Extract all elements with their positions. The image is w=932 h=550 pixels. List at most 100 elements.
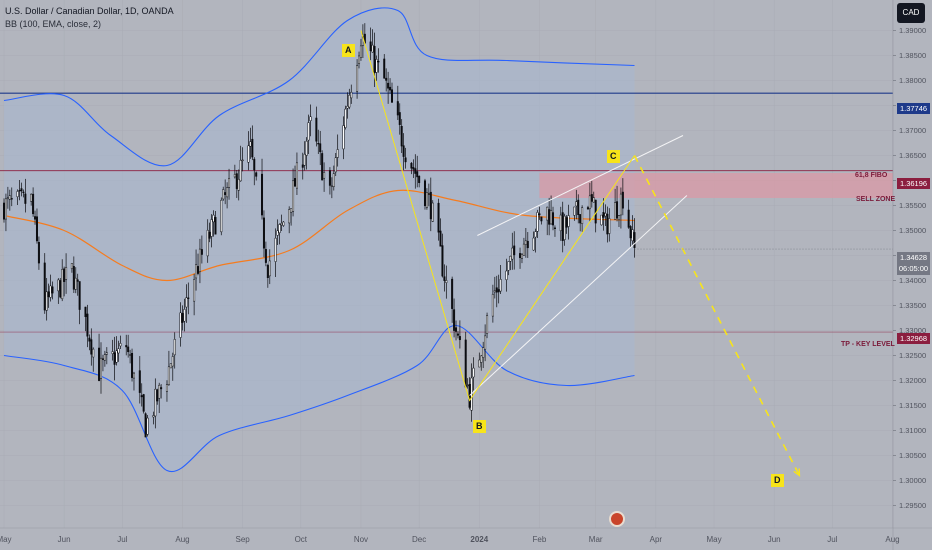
candle-body	[383, 58, 386, 79]
candle-body	[400, 125, 403, 147]
price-tick-label: 1.35000	[899, 226, 926, 235]
candle-body	[34, 216, 37, 220]
candle-body	[319, 143, 322, 153]
candle-body	[187, 297, 190, 299]
candle-body	[183, 309, 186, 322]
abc-pattern-lines[interactable]	[360, 30, 635, 402]
currency-button[interactable]: CAD	[897, 3, 925, 23]
candle-body	[193, 279, 196, 302]
candle-body	[262, 217, 265, 249]
candle-body	[206, 229, 209, 257]
candle-body	[565, 217, 568, 228]
bollinger-upper	[3, 7, 635, 167]
time-tick-label: Nov	[354, 535, 368, 544]
candle-body	[441, 245, 444, 277]
point-d-label: D	[771, 474, 784, 487]
candle-body	[276, 230, 279, 236]
candle-body	[169, 363, 172, 369]
time-tick-label: Jul	[827, 535, 837, 544]
candle-body	[264, 249, 267, 263]
candle-body	[228, 178, 231, 188]
candle-body	[32, 193, 35, 215]
candle-body	[154, 388, 157, 417]
candle-body	[198, 248, 201, 273]
time-tick-label: Oct	[295, 535, 308, 544]
candle-body	[251, 138, 254, 158]
indicator-legend[interactable]: BB (100, EMA, close, 2)	[5, 19, 102, 29]
time-tick-label: 2024	[470, 535, 488, 544]
candle-body	[358, 55, 361, 64]
candle-body	[253, 158, 256, 171]
candle-body	[410, 162, 413, 169]
price-tick-label: 1.31000	[899, 426, 926, 435]
candle-body	[484, 335, 487, 350]
time-tick-label: Aug	[885, 535, 899, 544]
candle-body	[280, 223, 283, 226]
candle-body	[396, 101, 399, 116]
candle-body	[74, 277, 77, 290]
candle-body	[561, 212, 564, 242]
candle-body	[391, 89, 393, 103]
wedge-upper-line[interactable]	[477, 135, 684, 236]
point-c-label: C	[607, 150, 620, 163]
candle-body	[105, 352, 108, 355]
candle-body	[332, 173, 335, 187]
candle-body	[466, 384, 469, 387]
candle-body	[72, 266, 75, 290]
candle-body	[336, 149, 339, 158]
current-price-tag: 1.34628 06:05:00	[897, 252, 930, 275]
candle-body	[20, 188, 23, 192]
candle-body	[356, 65, 359, 92]
candle-body	[113, 352, 116, 365]
candle-body	[212, 214, 215, 223]
candle-body	[536, 212, 539, 232]
price-tick-label: 1.35500	[899, 201, 926, 210]
candle-body	[57, 279, 60, 292]
candle-body	[451, 278, 454, 309]
candle-body	[456, 333, 459, 336]
candle-body	[98, 347, 101, 381]
candle-body	[119, 343, 122, 347]
candle-body	[226, 187, 229, 198]
candle-body	[92, 348, 95, 358]
price-tick-label: 1.34000	[899, 276, 926, 285]
candle-body	[51, 286, 54, 294]
candle-body	[546, 206, 549, 221]
candle-body	[480, 355, 483, 363]
price-tick-label: 1.33000	[899, 326, 926, 335]
candle-body	[303, 153, 306, 166]
candle-body	[627, 209, 630, 228]
candle-body	[540, 216, 543, 222]
time-axis[interactable]: May Jun Jul Aug Sep Oct Nov Dec 2024 Feb Mar Apr May…	[0, 527, 932, 544]
wedge-lower-line[interactable]	[469, 195, 688, 396]
price-tick-label: 1.31500	[899, 401, 926, 410]
candle-body	[520, 254, 523, 259]
candle-body	[608, 218, 611, 234]
candle-body	[167, 366, 170, 385]
candle-body	[100, 357, 102, 379]
time-tick-label: Jun	[58, 535, 71, 544]
candle-body	[507, 261, 510, 271]
projection-arrow-line[interactable]	[633, 155, 801, 476]
earnings-event-icon[interactable]	[609, 511, 625, 527]
candle-body	[524, 240, 527, 245]
candle-body	[600, 214, 603, 226]
tp-annotation: TP - KEY LEVEL	[841, 341, 895, 348]
time-tick-label: Aug	[175, 535, 189, 544]
candle-body	[195, 264, 198, 279]
candle-body	[208, 231, 211, 239]
candle-body	[414, 168, 417, 174]
candle-body	[86, 313, 89, 337]
candle-body	[156, 389, 159, 402]
candle-body	[423, 180, 426, 207]
price-tick-label: 1.38500	[899, 51, 926, 60]
candle-body	[18, 190, 21, 192]
candle-body	[344, 108, 347, 128]
candle-body	[511, 247, 514, 260]
candle-body	[43, 262, 46, 311]
candle-body	[491, 293, 494, 317]
candle-body	[49, 285, 52, 298]
tp-price-tag: 1.32968	[897, 333, 930, 344]
candle-body	[621, 191, 624, 209]
